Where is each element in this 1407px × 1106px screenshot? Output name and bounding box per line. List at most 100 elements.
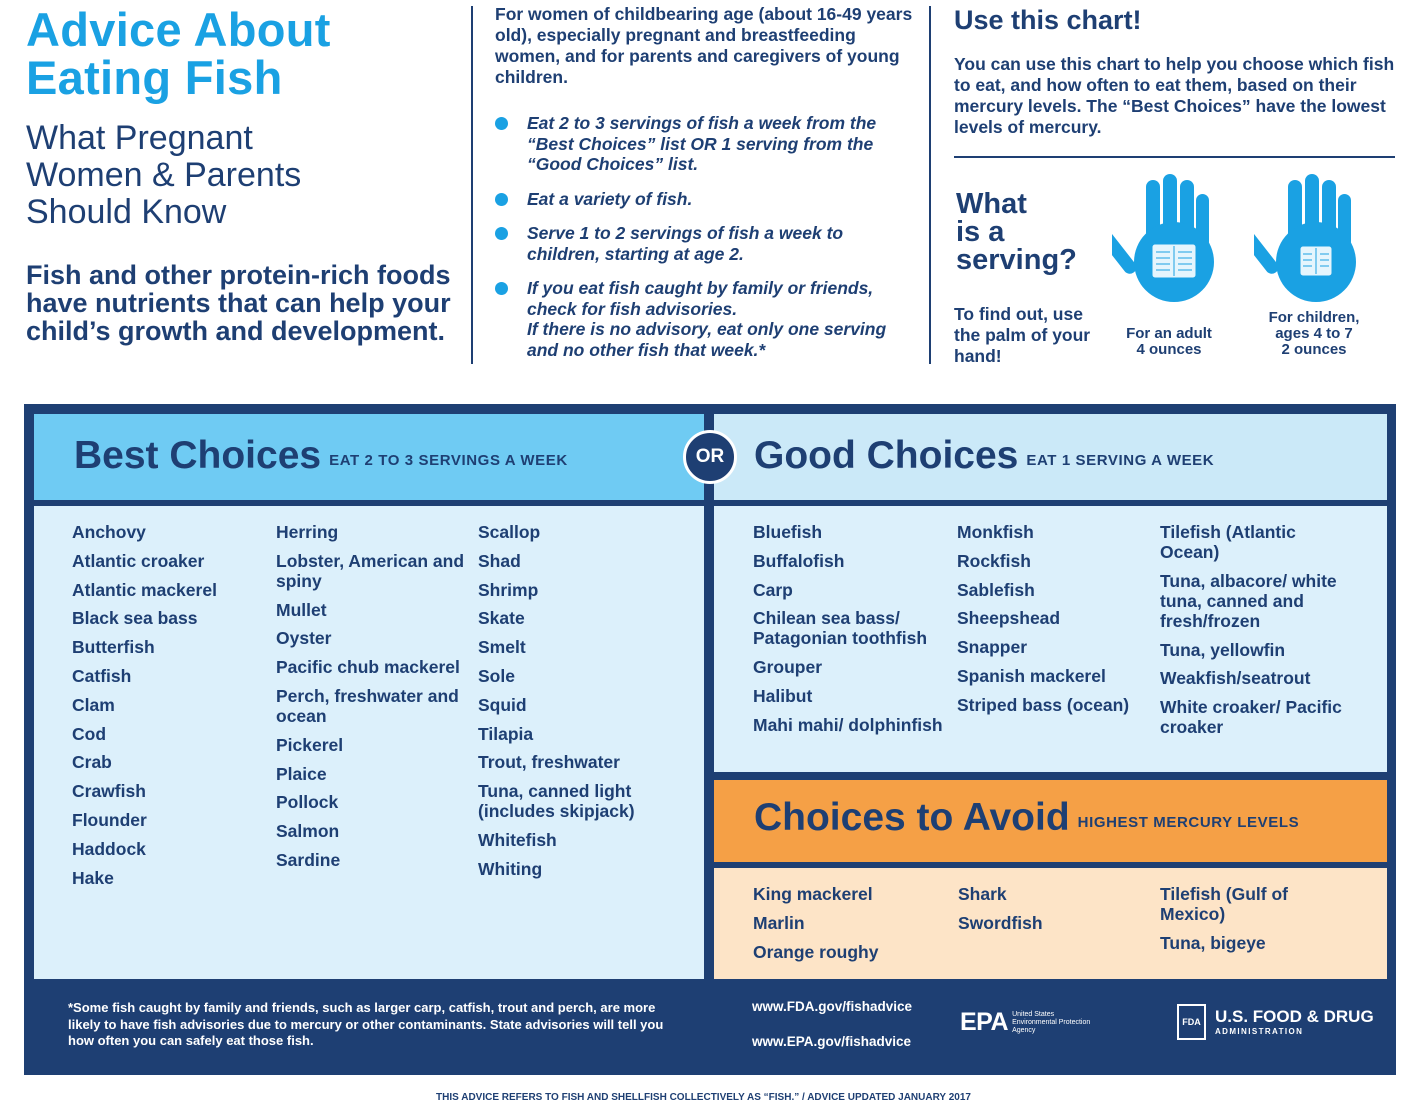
child-caption-line-1: For children, xyxy=(1268,309,1360,326)
fish-list-item: Scallop xyxy=(478,522,541,542)
guidance-item-text: Eat 2 to 3 servings of fish a week from … xyxy=(527,113,877,174)
good-choices-title: Good Choices EAT 1 SERVING A WEEK xyxy=(754,432,1214,485)
child-caption-line-2: ages 4 to 7 xyxy=(1275,325,1353,342)
good-choices-column-1: Bluefish Buffalofish Carp Chilean sea bass/… xyxy=(753,522,943,744)
guidance-item: Eat a variety of fish. xyxy=(495,189,915,210)
serving-guide: What is a serving? To find out, use the … xyxy=(954,158,1399,366)
avoid-column-3: Tilefish (Gulf of Mexico) Tuna, bigeye xyxy=(1160,884,1350,962)
top-section: Advice About Eating Fish What Pregnant W… xyxy=(0,0,1407,380)
fish-list-item: Bluefish xyxy=(753,522,823,542)
good-choices-column-2: Monkfish Rockfish Sablefish Sheepshead Snapp… xyxy=(957,522,1147,724)
use-chart-text: You can use this chart to help you choos… xyxy=(954,54,1395,137)
fish-list-item: Whitefish xyxy=(478,829,557,850)
fish-list-item: Plaice xyxy=(276,763,327,784)
guidance-item-text: If you eat fish caught by family or frie… xyxy=(527,278,874,319)
fish-list-item: Orange roughy xyxy=(753,941,879,962)
fish-list-item: Sablefish xyxy=(957,579,1035,600)
fish-list-item: Black sea bass xyxy=(72,608,198,629)
fish-list-item: Tilefish (Atlantic Ocean) xyxy=(1160,522,1296,562)
epa-logo: EPA United States Environmental Protecti… xyxy=(960,1008,1096,1037)
fish-list-item: Pollock xyxy=(276,792,339,813)
best-choices-title-text: Best Choices xyxy=(74,434,322,477)
fish-list-item: Trout, freshwater xyxy=(478,752,620,773)
choices-to-avoid-header: Choices to Avoid HIGHEST MERCURY LEVELS xyxy=(714,780,1387,862)
fish-list-item: Flounder xyxy=(72,809,147,830)
good-choices-header: Good Choices EAT 1 SERVING A WEEK xyxy=(714,414,1387,500)
fish-list-item: Striped bass (ocean) xyxy=(957,694,1130,715)
fish-list-item: Snapper xyxy=(957,637,1028,658)
column-divider-2 xyxy=(929,6,931,364)
epa-logo-subtext: United States Environmental Protection A… xyxy=(1012,1010,1091,1034)
avoid-column-2: Shark Swordfish xyxy=(958,884,1148,942)
fish-list-item: Tuna, bigeye xyxy=(1160,932,1266,953)
best-choices-header: Best Choices EAT 2 TO 3 SERVINGS A WEEK xyxy=(34,414,704,500)
fish-list-item: Pacific chub mackerel xyxy=(276,657,460,678)
guidance-item: Serve 1 to 2 servings of fish a week to … xyxy=(495,223,915,264)
fish-list-item: Monkfish xyxy=(957,522,1034,542)
best-choices-note: EAT 2 TO 3 SERVINGS A WEEK xyxy=(329,452,568,469)
fish-list-item: White croaker/ Pacific croaker xyxy=(1160,697,1342,738)
fda-name: U.S. FOOD & DRUG xyxy=(1215,1006,1374,1026)
child-caption-line-3: 2 ounces xyxy=(1281,341,1347,358)
fish-list-item: Anchovy xyxy=(72,522,146,542)
fda-logo-box: FDA xyxy=(1177,1004,1206,1040)
fish-list-item: Mahi mahi/ dolphinfish xyxy=(753,714,943,735)
fish-list-item: Tilefish (Gulf of Mexico) xyxy=(1160,884,1289,924)
fish-list-item: Atlantic mackerel xyxy=(72,579,217,600)
serving-title-line-3: serving? xyxy=(956,244,1077,276)
fish-list-item: Lobster, American and spiny xyxy=(276,550,465,591)
serving-subtext: To find out, use the palm of your hand! xyxy=(954,304,1091,366)
adult-serving-caption: For an adult 4 ounces xyxy=(1114,326,1224,358)
guidance-item-text: Eat a variety of fish. xyxy=(527,188,693,209)
fish-list-item: Tuna, yellowfin xyxy=(1160,639,1286,660)
fish-list-item: Crab xyxy=(72,752,112,773)
fish-list-item: Chilean sea bass/ Patagonian toothfish xyxy=(753,608,928,649)
fish-list-item: Weakfish/seatrout xyxy=(1160,668,1311,689)
fish-list-item: Clam xyxy=(72,694,115,715)
fish-list-item: Squid xyxy=(478,694,527,715)
avoid-column-1: King mackerel Marlin Orange roughy xyxy=(753,884,943,970)
fish-list-item: Skate xyxy=(478,608,525,629)
fish-list-item: Buffalofish xyxy=(753,550,845,571)
fish-list-item: Salmon xyxy=(276,821,340,842)
fish-list-item: Smelt xyxy=(478,637,526,658)
choices-to-avoid-title-text: Choices to Avoid xyxy=(754,796,1070,839)
adult-caption-line-1: For an adult xyxy=(1126,325,1212,342)
fish-list-item: Spanish mackerel xyxy=(957,665,1106,686)
or-badge: OR xyxy=(683,430,737,484)
best-choices-title: Best Choices EAT 2 TO 3 SERVINGS A WEEK xyxy=(74,432,568,485)
fish-list-item: Tuna, albacore/ white tuna, canned and f… xyxy=(1160,570,1337,631)
guidance-column: For women of childbearing age (about 16-… xyxy=(495,4,915,374)
bullet-dot-icon xyxy=(495,117,508,130)
fish-list-item: Rockfish xyxy=(957,550,1031,571)
fish-list-item: Hake xyxy=(72,867,114,888)
fish-list-item: King mackerel xyxy=(753,884,873,904)
adult-hand-palm-icon xyxy=(1112,174,1224,306)
fish-list-item: Haddock xyxy=(72,838,146,859)
adult-caption-line-2: 4 ounces xyxy=(1136,341,1202,358)
fda-url-link[interactable]: www.FDA.gov/fishadvice xyxy=(752,999,913,1014)
bullet-dot-icon xyxy=(495,227,508,240)
fda-administration: ADMINISTRATION xyxy=(1215,1026,1304,1036)
choices-to-avoid-note: HIGHEST MERCURY LEVELS xyxy=(1077,814,1300,831)
fish-list-item: Mullet xyxy=(276,599,327,620)
good-choices-list: Bluefish Buffalofish Carp Chilean sea bass/… xyxy=(714,506,1387,772)
fish-list-item: Tilapia xyxy=(478,723,534,744)
guidance-item-text-continued: If there is no advisory, eat only one se… xyxy=(527,319,887,360)
fish-list-item: Shark xyxy=(958,884,1007,904)
subtitle-line-3: Should Know xyxy=(26,193,227,231)
fish-list-item: Crawfish xyxy=(72,781,146,802)
fish-list-item: Catfish xyxy=(72,665,132,686)
fish-list-item: Marlin xyxy=(753,912,805,933)
page-title-line-2: Eating Fish xyxy=(26,51,283,104)
guidance-list: Eat 2 to 3 servings of fish a week from … xyxy=(495,113,915,360)
subtitle-line-1: What Pregnant xyxy=(26,119,253,157)
page-subtitle: What Pregnant Women & Parents Should Kno… xyxy=(26,120,456,231)
fish-list-item: Swordfish xyxy=(958,912,1043,933)
use-chart-column: Use this chart! You can use this chart t… xyxy=(954,4,1399,366)
fish-list-item: Sole xyxy=(478,665,515,686)
epa-url-link[interactable]: www.EPA.gov/fishadvice xyxy=(752,1034,912,1049)
fish-list-item: Whiting xyxy=(478,858,543,879)
fda-logo: FDA U.S. FOOD & DRUG ADMINISTRATION xyxy=(1177,1004,1374,1040)
best-choices-column-2: Herring Lobster, American and spiny Mullet… xyxy=(276,522,466,879)
